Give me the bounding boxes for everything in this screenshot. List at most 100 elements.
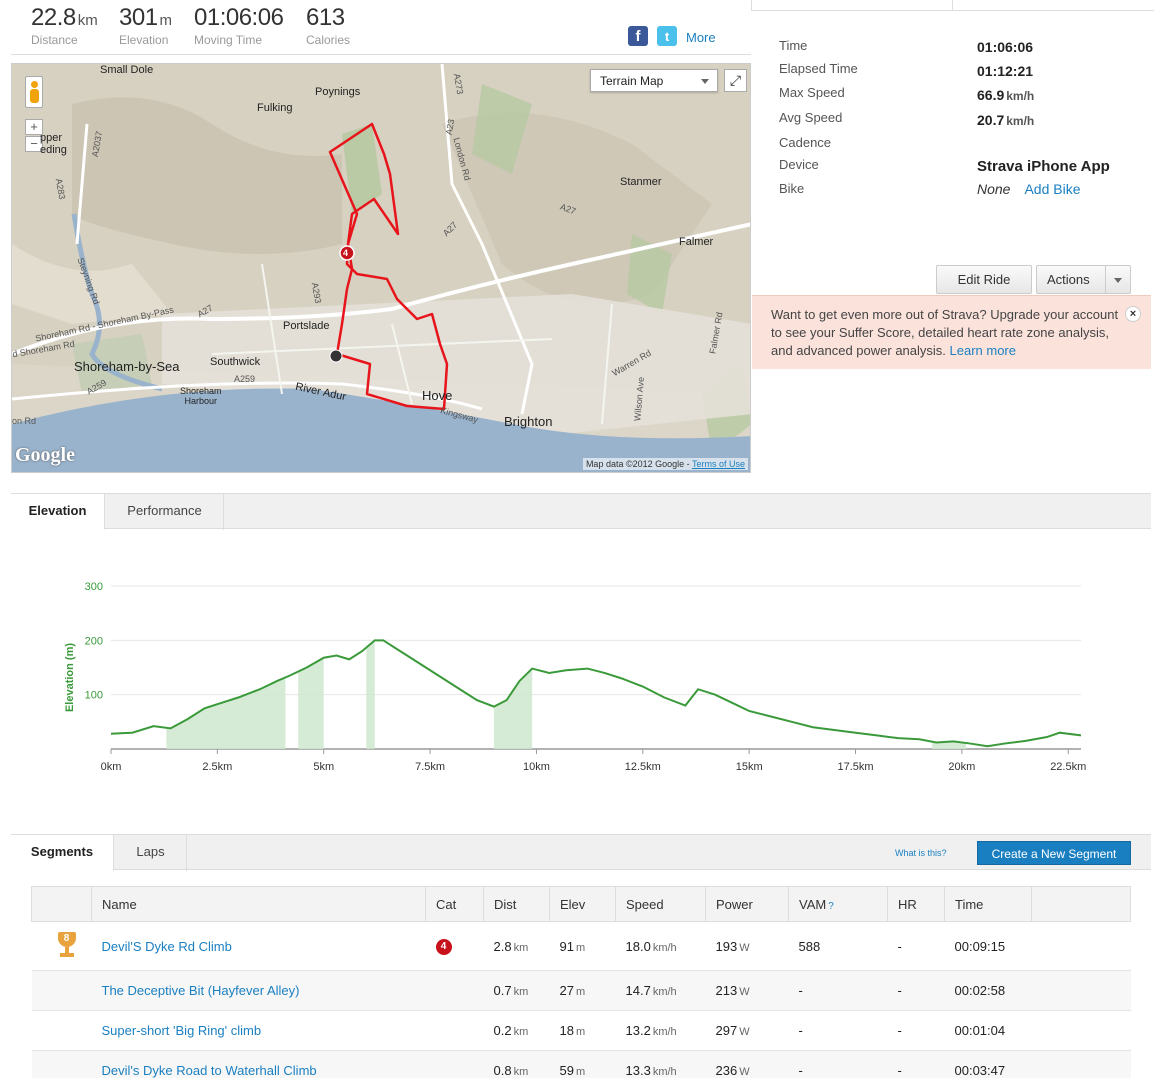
stat-value: 01:06:06 [194,4,284,31]
learn-more-link[interactable]: Learn more [949,343,1016,358]
col-vam[interactable]: VAM? [788,886,888,922]
x-tick-label: 20km [948,761,975,773]
map-credit: Map data ©2012 Google - Terms of Use [582,458,748,470]
cell-elev: 18 m [549,1010,616,1051]
max-speed-number: 66.9 [977,87,1005,103]
elev-unit: m [575,1026,586,1038]
map-label: Poynings [315,86,361,98]
activity-stats: 22.8 km Distance 301 m Elevation 01:06:06 … [11,0,751,55]
tab-segments[interactable]: Segments [11,835,114,871]
speed-value: 13.2 [625,1023,651,1038]
cell-power: 193 W [705,921,789,971]
cell-time: 00:09:15 [944,921,1032,971]
stat-label: Elevation [119,33,169,47]
avg-speed-unit: km/h [1006,114,1035,128]
power-unit: W [739,941,750,954]
zoom-in-button[interactable]: + [25,119,43,135]
dist-value: 0.8 [493,1063,512,1078]
speed-unit: km/h [652,1066,677,1078]
col-cat[interactable]: Cat [425,886,484,922]
route-map[interactable]: + − Terrain Map ⤢ Small Dole Poynings Fu… [11,63,751,473]
map-type-select[interactable]: Terrain Map [590,69,718,92]
actions-dropdown-button[interactable]: Actions [1036,265,1131,294]
table-row: Super-short 'Big Ring' climb 0.2 km 18 m 1… [31,1010,1131,1051]
cell-hr: - [887,970,945,1011]
close-icon[interactable]: × [1125,306,1141,322]
zoom-out-button[interactable]: − [25,136,43,152]
power-value: 297 [715,1023,738,1038]
col-time[interactable]: Time [944,886,1032,922]
segment-name-link[interactable]: Devil'S Dyke Rd Climb [101,938,232,954]
tab-performance[interactable]: Performance [106,494,224,530]
cell-vam: - [788,1050,888,1078]
power-value: 193 [715,938,738,954]
col-hr[interactable]: HR [887,886,945,922]
power-value: 236 [715,1063,738,1078]
bike-none-value: None [977,181,1011,197]
dist-value: 2.8 [493,938,512,954]
terms-of-use-link[interactable]: Terms of Use [691,459,745,469]
climb-category-badge: 4 [435,939,452,955]
trophy-rank: 8 [57,931,76,947]
map-label: pper eding [40,132,67,156]
col-power[interactable]: Power [705,886,789,922]
segments-table: Name Cat Dist Elev Speed Power VAM? HR T… [31,886,1131,1078]
x-tick-label: 2.5km [202,761,232,773]
facebook-icon[interactable]: f [628,26,648,46]
segment-highlight[interactable] [298,657,324,749]
segment-highlight[interactable] [366,640,375,749]
cell-elev: 91 m [549,921,616,971]
what-is-this-link[interactable]: What is this? [895,848,947,858]
speed-unit: km/h [652,986,677,998]
col-speed[interactable]: Speed [615,886,706,922]
elev-unit: m [575,986,586,998]
elevation-area [110,639,1082,748]
segment-name-link[interactable]: Super-short 'Big Ring' climb [101,1023,262,1038]
map-label: Portslade [283,320,330,332]
dist-unit: km [513,1066,529,1078]
col-elev[interactable]: Elev [549,886,616,922]
detail-label-avg-speed: Avg Speed [779,110,843,125]
table-header-row: Name Cat Dist Elev Speed Power VAM? HR T… [31,886,1131,922]
detail-label-device: Device [779,157,819,172]
trophy-cell: 8 [31,921,92,971]
map-label: Shoreham Harbour [180,386,222,406]
cell-vam: - [788,970,888,1011]
detail-value-avg-speed: 20.7 km/h [977,112,1034,128]
speed-value: 13.3 [625,1063,651,1078]
col-name[interactable]: Name [91,886,426,922]
detail-label-max-speed: Max Speed [779,85,845,100]
segment-name-link[interactable]: Devil's Dyke Road to Waterhall Climb [101,1063,317,1078]
edit-ride-button[interactable]: Edit Ride [936,265,1032,294]
map-label: on Rd [12,416,37,426]
power-unit: W [739,986,750,998]
x-tick-label: 15km [736,761,763,773]
speed-unit: km/h [652,1026,677,1038]
cell-hr: - [887,1050,945,1078]
cell-power: 236 W [705,1050,789,1078]
segment-name-link[interactable]: The Deceptive Bit (Hayfever Alley) [101,983,300,998]
segment-highlight[interactable] [932,741,967,749]
x-axis-ticks: 0km 2.5km 5km 7.5km 10km 12.5km 15km 17.5km 20km… [101,749,1086,773]
tab-elevation[interactable]: Elevation [11,494,105,530]
vam-help-icon[interactable]: ? [828,900,834,912]
cell-speed: 14.7 km/h [615,970,706,1011]
create-segment-button[interactable]: Create a New Segment [977,841,1131,865]
segment-highlight[interactable] [493,668,533,749]
fullscreen-icon[interactable]: ⤢ [724,69,747,92]
cell-vam: - [788,1010,888,1051]
twitter-icon[interactable]: t [657,26,677,46]
tab-laps[interactable]: Laps [115,835,187,871]
more-share-link[interactable]: More [686,30,716,45]
col-dist[interactable]: Dist [483,886,550,922]
segment-highlight[interactable] [166,677,286,749]
add-bike-link[interactable]: Add Bike [1024,181,1081,197]
street-view-pegman-icon[interactable] [25,76,43,108]
trophy-icon: 8 [54,931,80,958]
map-credit-text: Map data ©2012 Google - [585,459,692,469]
detail-value-elapsed: 01:12:21 [977,63,1034,79]
cell-hr: - [887,1010,945,1051]
x-tick-label: 17.5km [837,761,873,773]
stat-label: Calories [306,33,351,47]
detail-value-time: 01:06:06 [977,39,1034,55]
